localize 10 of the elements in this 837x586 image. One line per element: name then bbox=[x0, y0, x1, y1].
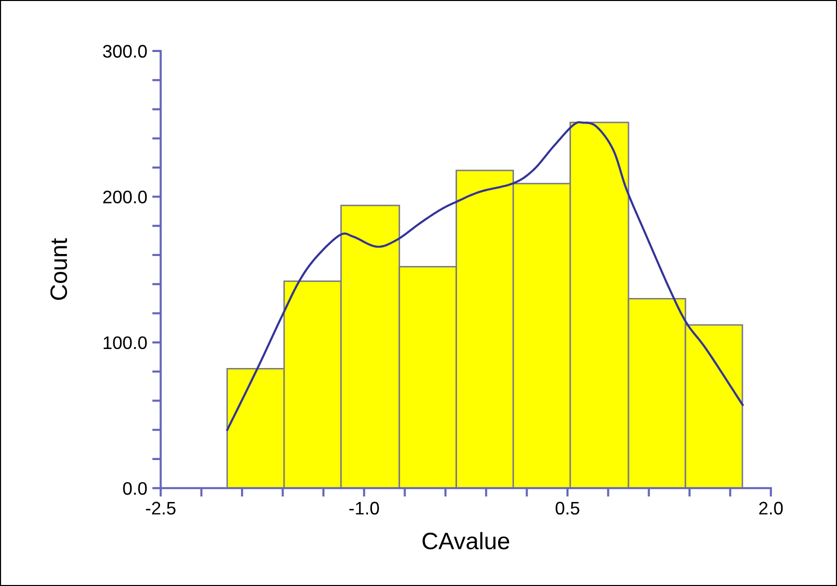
x-axis-title: CAvalue bbox=[422, 532, 510, 550]
y-tick-label: 200.0 bbox=[103, 190, 147, 204]
x-tick-label: 0.5 bbox=[556, 502, 580, 515]
x-tick-label: -1.0 bbox=[349, 502, 379, 515]
x-tick-label: 2.0 bbox=[759, 502, 783, 515]
y-tick-label: 0.0 bbox=[123, 482, 147, 495]
y-axis-title: Count bbox=[50, 238, 68, 300]
x-tick-label: -2.5 bbox=[146, 502, 176, 515]
y-tick-label: 100.0 bbox=[104, 336, 147, 350]
y-tick-label: 300.0 bbox=[103, 44, 147, 58]
